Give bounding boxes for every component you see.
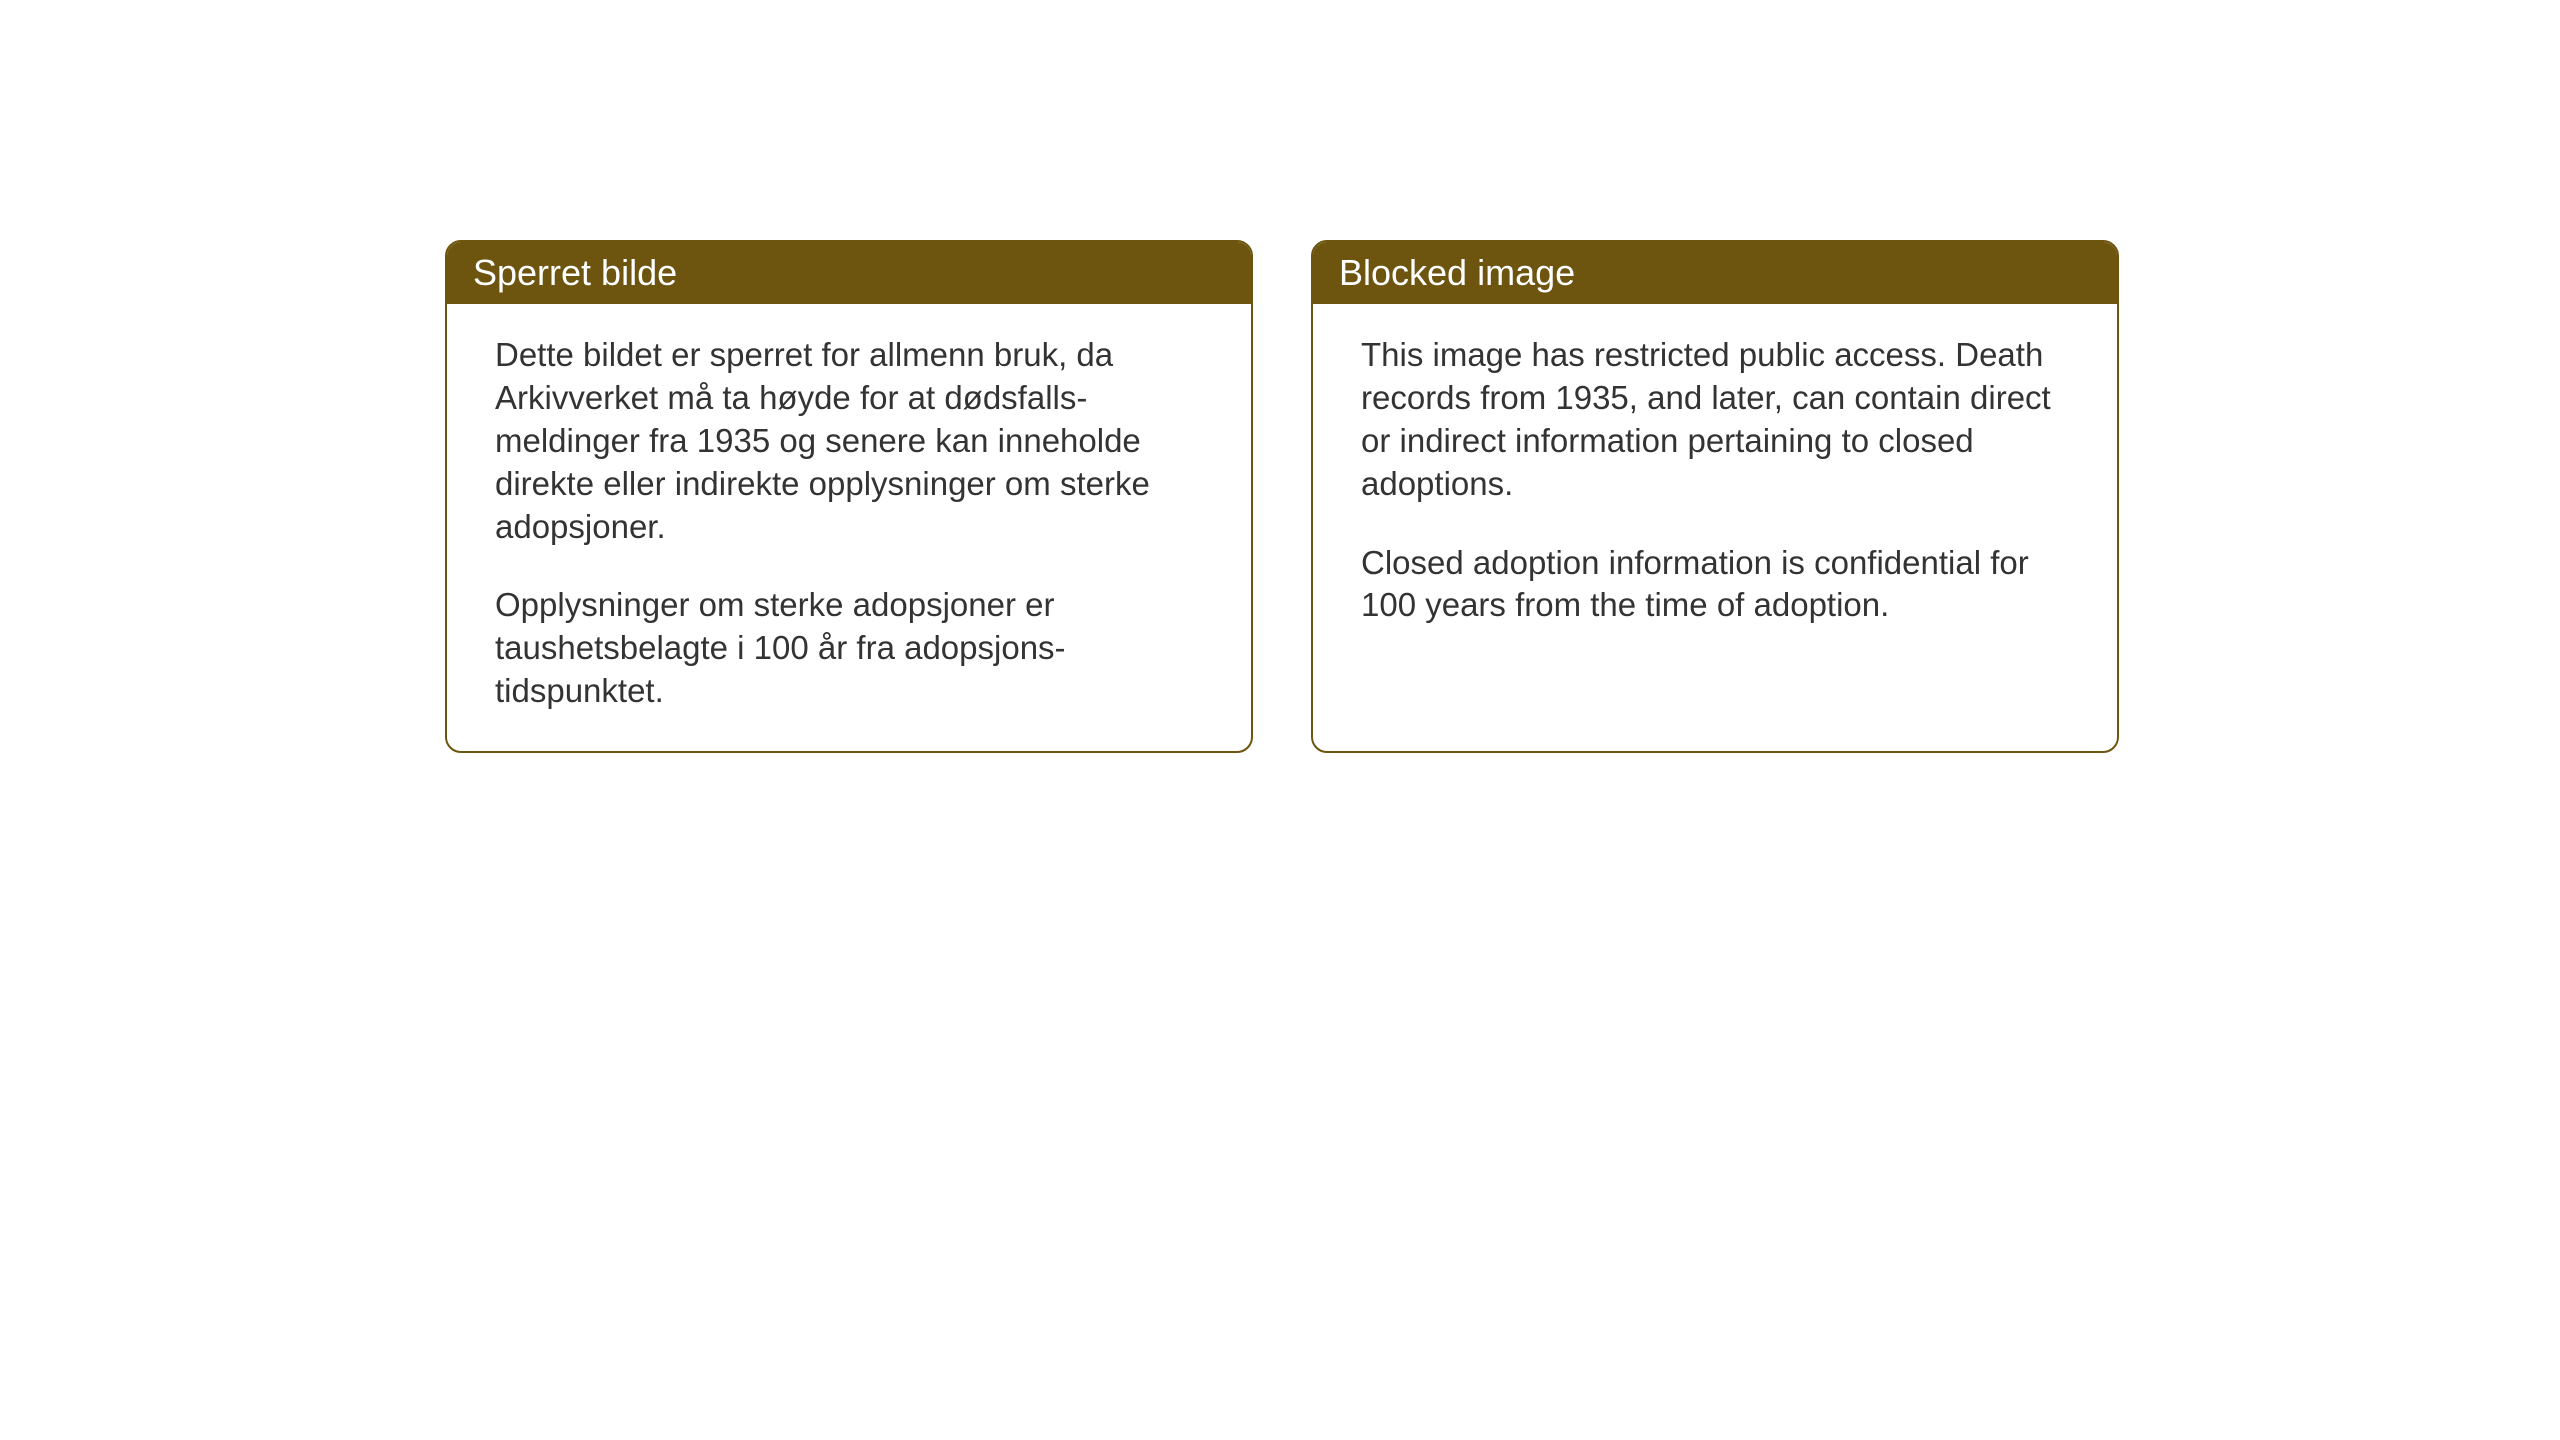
card-body-norwegian: Dette bildet er sperret for allmenn bruk… bbox=[447, 304, 1251, 751]
card-paragraph-2: Closed adoption information is confident… bbox=[1361, 542, 2069, 628]
card-paragraph-1: Dette bildet er sperret for allmenn bruk… bbox=[495, 334, 1203, 548]
card-header-norwegian: Sperret bilde bbox=[447, 242, 1251, 304]
notice-cards-container: Sperret bilde Dette bildet er sperret fo… bbox=[445, 240, 2119, 753]
notice-card-norwegian: Sperret bilde Dette bildet er sperret fo… bbox=[445, 240, 1253, 753]
card-body-english: This image has restricted public access.… bbox=[1313, 304, 2117, 665]
card-header-english: Blocked image bbox=[1313, 242, 2117, 304]
notice-card-english: Blocked image This image has restricted … bbox=[1311, 240, 2119, 753]
card-paragraph-2: Opplysninger om sterke adopsjoner er tau… bbox=[495, 584, 1203, 713]
card-paragraph-1: This image has restricted public access.… bbox=[1361, 334, 2069, 506]
